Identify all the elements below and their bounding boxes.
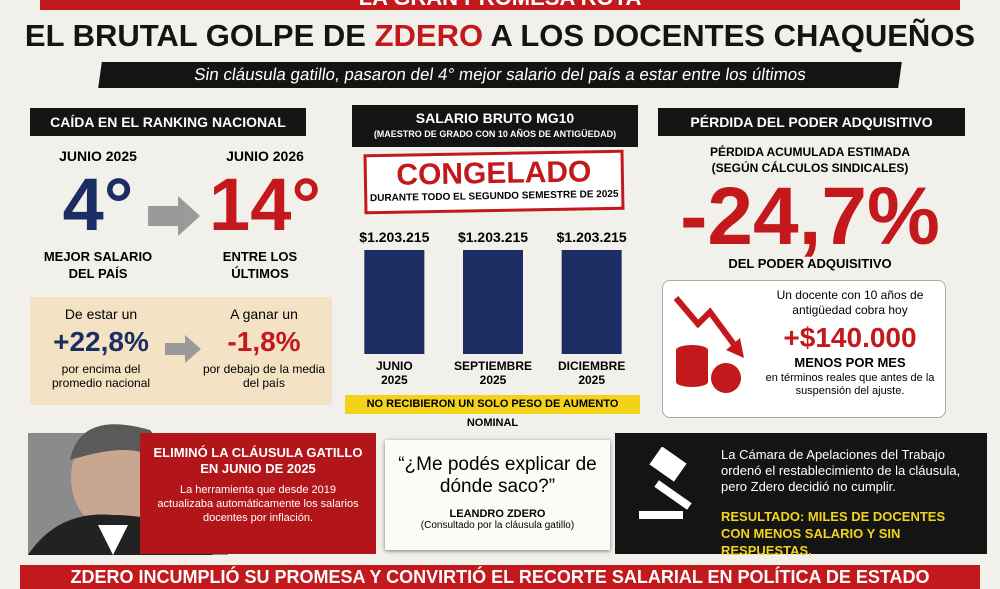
stamp: CONGELADO DURANTE TODO EL SEGUNDO SEMESTR… (363, 149, 625, 215)
court-box: La Cámara de Apelaciones del Trabajo ord… (615, 433, 987, 558)
box-unit: MENOS POR MES (794, 355, 906, 370)
salary-footer: NO RECIBIERON UN SOLO PESO DE AUMENTO NO… (345, 395, 640, 429)
quote-box: “¿Me podés explicar de dónde saco?” LEAND… (385, 440, 610, 550)
compare-intro: De estar un (64, 306, 138, 322)
bar-chart: $1.203.215 JUNIO 2025 $1.203.215 SEPTIEMBRE 2… (359, 229, 627, 387)
clause-box: ELIMINÓ LA CLÁUSULA GATILLO EN JUNIO DE … (140, 433, 376, 554)
compare-value: +22,8% (53, 326, 149, 357)
x-tick-label: DICIEMBRE 2025 (558, 359, 625, 387)
arrow (148, 196, 200, 236)
section-heading: SALARIO BRUTO MG10 (MAESTRO DE GRADO CON … (352, 105, 638, 147)
bar (561, 250, 622, 354)
heading-text: SALARIO BRUTO MG10 (415, 110, 575, 126)
arrow (165, 335, 201, 363)
stamp-text: CONGELADO (396, 155, 592, 192)
quote-author: LEANDRO ZDERO (449, 508, 546, 520)
value-label: $1.203.215 (359, 229, 429, 245)
compare-caption: por encima del promedio nacional (51, 362, 151, 390)
rank-caption: ENTRE LOS ÚLTIMOS (222, 249, 298, 281)
title-part: A LOS DOCENTES CHAQUEÑOS (483, 18, 976, 53)
clause-title: ELIMINÓ LA CLÁUSULA GATILLO EN JUNIO DE … (153, 445, 363, 476)
rank-value: 14° (209, 163, 321, 246)
section-heading: CAÍDA EN EL RANKING NACIONAL (30, 108, 306, 136)
x-tick-label: JUNIO 2025 (376, 359, 413, 387)
rank-date: JUNIO 2025 (59, 148, 137, 164)
rank-value: 4° (62, 163, 134, 246)
title-part: ZDERO (374, 18, 484, 53)
quote-note: (Consultado por la cláusula gatillo) (420, 520, 575, 531)
clause-text: La herramienta que desde 2019 actualizab… (157, 484, 359, 524)
subtitle: Sin cláusula gatillo, pasaron del 4° mej… (98, 62, 902, 88)
quote-text: “¿Me podés explicar de dónde saco?” (398, 454, 597, 497)
loss-box (662, 280, 946, 418)
section-heading: PÉRDIDA DEL PODER ADQUISITIVO (658, 108, 965, 136)
value-label: $1.203.215 (557, 229, 627, 245)
rank-caption: MEJOR SALARIO DEL PAÍS (43, 249, 153, 281)
bar (463, 250, 523, 354)
court-result: RESULTADO: MILES DE DOCENTES CON MENOS S… (721, 509, 946, 558)
loss-intro: PÉRDIDA ACUMULADA ESTIMADA (710, 145, 910, 159)
compare-value: -1,8% (227, 326, 301, 357)
heading-note: (MAESTRO DE GRADO CON 10 AÑOS DE ANTIGÜE… (373, 129, 617, 139)
title-part: EL BRUTAL GOLPE DE (24, 18, 375, 53)
x-tick-label: SEPTIEMBRE 2025 (454, 359, 532, 387)
loss-value: -24,7% (680, 171, 940, 262)
court-text: La Cámara de Apelaciones del Trabajo ord… (721, 447, 961, 494)
bottom-banner: ZDERO INCUMPLIÓ SU PROMESA Y CONVIRTIÓ E… (20, 565, 980, 589)
gavel-icon (639, 447, 692, 519)
loss-note: (SEGÚN CÁLCULOS SINDICALES) (711, 161, 909, 175)
bar (364, 250, 425, 354)
title: EL BRUTAL GOLPE DE ZDERO A LOS DOCENTES … (0, 18, 1000, 54)
box-caption: en términos reales que antes de la suspe… (765, 372, 935, 397)
value-label: $1.203.215 (458, 229, 528, 245)
compare-intro: A ganar un (230, 306, 298, 322)
rank-date: JUNIO 2026 (226, 148, 304, 164)
box-intro: Un docente con 10 años de antigüedad cob… (776, 288, 924, 317)
top-banner: LA GRAN PROMESA ROTA (40, 0, 960, 10)
compare-caption: por debajo de la media del país (202, 362, 326, 390)
box-value: +$140.000 (783, 322, 917, 353)
loss-icon (673, 296, 744, 393)
loss-caption: DEL PODER ADQUISITIVO (728, 256, 892, 271)
